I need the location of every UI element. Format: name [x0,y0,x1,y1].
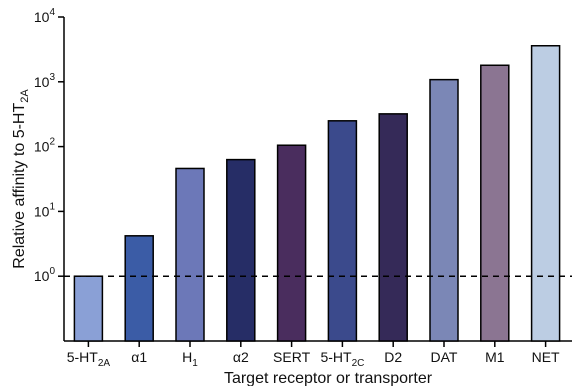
x-tick-label-sub: 2C [352,358,365,369]
bar [175,167,205,342]
bar [429,78,459,342]
y-tick-label: 103 [34,72,56,90]
x-tick-label: NET [532,349,560,365]
y-axis-title-main: Relative affinity to 5-HT [11,103,28,269]
y-tick-exponent: 3 [49,72,55,83]
bar [73,275,104,342]
y-axis-title: Relative affinity to 5-HT2A [11,89,31,269]
x-tick-label: SERT [273,349,311,365]
bar [378,113,408,342]
x-tick-label-main: SERT [273,349,311,365]
y-axis-title-sub: 2A [19,89,31,103]
x-tick-label-sub: 2A [98,358,111,369]
bar [226,158,256,342]
bar [480,64,510,342]
y-tick-exponent: 1 [49,201,55,212]
x-tick-label: M1 [485,349,505,365]
x-tick-label: H1 [182,349,198,369]
x-tick-label-main: D2 [384,349,402,365]
y-tick-exponent: 2 [49,137,55,148]
y-tick-label: 104 [34,7,56,25]
x-tick-label-main: α2 [233,349,249,365]
bar [276,144,307,342]
x-tick-label-sub: 1 [192,358,198,369]
bars [73,45,561,342]
x-tick-label-main: α1 [131,349,147,365]
x-tick-label-main: 5-HT [320,349,352,365]
x-tick-label: 5-HT2C [320,349,364,369]
x-tick-label: DAT [431,349,458,365]
x-tick-label: α2 [233,349,249,365]
x-tick-label: 5-HT2A [67,349,111,369]
y-tick-base: 10 [34,9,50,25]
y-tick-base: 10 [34,268,50,284]
x-tick-label-main: M1 [485,349,505,365]
y-tick-base: 10 [34,139,50,155]
bar [327,120,358,342]
y-tick-label: 102 [34,137,56,155]
x-tick-label-main: 5-HT [67,349,99,365]
bar [530,45,561,342]
bar [124,235,154,342]
axis-titles: Target receptor or transporter Relative a… [11,89,433,386]
y-tick-exponent: 4 [49,7,55,18]
y-tick-exponent: 0 [49,266,55,277]
x-tick-label-main: H [182,349,192,365]
x-axis: 5-HT2A α1 H1 α2 SERT 5-HT2C D2 DAT M1 NET [64,340,572,369]
x-tick-label-main: DAT [431,349,458,365]
y-tick-base: 10 [34,74,50,90]
y-tick-base: 10 [34,203,50,219]
x-axis-title: Target receptor or transporter [224,370,433,386]
x-tick-label: α1 [131,349,147,365]
y-tick-label: 101 [34,201,56,219]
y-tick-label: 100 [34,266,56,284]
x-tick-label: D2 [384,349,402,365]
x-tick-label-main: NET [532,349,560,365]
